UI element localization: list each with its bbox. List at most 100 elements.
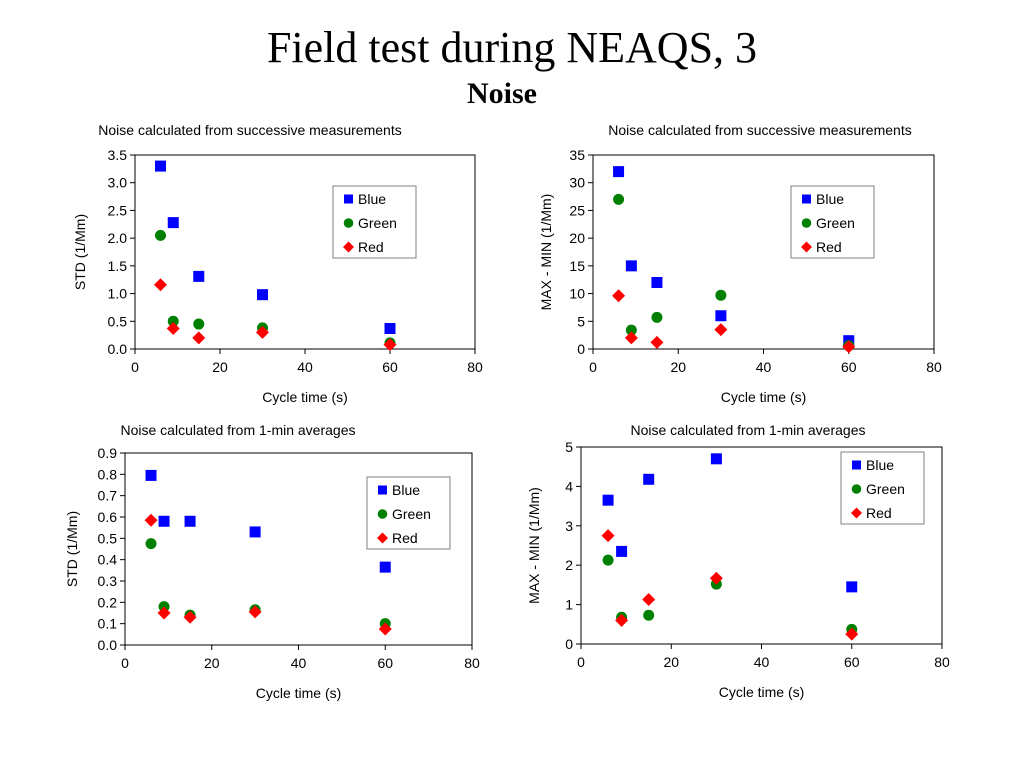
legend-marker-red — [343, 241, 354, 253]
chart-title: Noise calculated from successive measure… — [98, 122, 401, 138]
x-axis-label: Cycle time (s) — [721, 389, 807, 405]
plot-area — [592, 154, 935, 350]
y-tick-label: 3.5 — [108, 147, 128, 163]
data-point-blue — [249, 526, 261, 538]
data-point-red — [842, 340, 856, 354]
y-tick-label: 0.2 — [98, 594, 118, 610]
y-tick-label: 0 — [577, 341, 585, 357]
data-point-green — [167, 315, 179, 327]
data-point-blue — [379, 561, 391, 573]
data-point-green — [613, 193, 625, 205]
data-point-blue — [155, 160, 166, 172]
chart-title: Noise calculated from successive measure… — [608, 122, 911, 138]
data-point-red — [248, 605, 262, 619]
legend: Blue Green Red — [366, 476, 451, 550]
legend-marker-blue — [344, 194, 353, 204]
y-tick-label: 1.5 — [108, 258, 128, 274]
x-tick-label: 0 — [589, 359, 597, 375]
legend-label-red: Red — [866, 505, 892, 521]
data-point-red — [612, 289, 626, 303]
x-axis-label: Cycle time (s) — [256, 685, 342, 701]
y-tick-label: 2 — [565, 557, 573, 573]
data-point-green — [715, 289, 727, 301]
x-tick-label: 40 — [756, 359, 772, 375]
legend-label-red: Red — [392, 530, 418, 546]
data-point-blue — [613, 166, 625, 178]
data-point-green — [651, 311, 663, 323]
y-tick-label: 5 — [577, 313, 585, 329]
data-point-green — [602, 554, 614, 566]
page-subtitle: Noise — [467, 77, 537, 110]
legend-label-blue: Blue — [358, 191, 386, 207]
chart-std-successive: Noise calculated from successive measure… — [72, 122, 483, 405]
y-axis-label: MAX - MIN (1/Mm) — [538, 194, 554, 311]
data-point-blue — [193, 270, 205, 282]
data-point-red — [845, 627, 859, 641]
legend-marker-green — [851, 484, 862, 494]
data-point-red — [642, 592, 656, 606]
chart-title: Noise calculated from 1-min averages — [121, 422, 356, 438]
x-tick-label: 0 — [577, 654, 585, 670]
y-tick-label: 3 — [565, 518, 573, 534]
legend-label-green: Green — [816, 215, 855, 231]
x-tick-label: 20 — [663, 654, 679, 670]
legend-label-blue: Blue — [392, 482, 420, 498]
y-tick-label: 0.0 — [98, 637, 118, 653]
y-tick-label: 1.0 — [108, 286, 128, 302]
y-axis-label: MAX - MIN (1/Mm) — [526, 487, 542, 604]
x-tick-label: 40 — [754, 654, 770, 670]
chart-std-1min: Noise calculated from 1-min averages 0.0 0… — [64, 422, 480, 701]
data-point-green — [643, 609, 655, 621]
legend-marker-red — [801, 241, 812, 253]
y-tick-label: 0.0 — [108, 341, 128, 357]
y-tick-label: 2.5 — [108, 202, 128, 218]
series-blue — [155, 160, 396, 334]
y-tick-label: 35 — [569, 147, 585, 163]
y-tick-label: 0.5 — [108, 313, 128, 329]
data-point-red — [714, 323, 728, 337]
y-tick-label: 2.0 — [108, 230, 128, 246]
legend-marker-blue — [852, 460, 861, 470]
y-tick-label: 30 — [569, 175, 585, 191]
data-point-blue — [257, 289, 268, 301]
x-tick-label: 80 — [934, 654, 950, 670]
data-point-red — [154, 278, 167, 292]
data-point-blue — [184, 515, 196, 527]
y-tick-label: 25 — [569, 202, 585, 218]
y-axis-label: STD (1/Mm) — [64, 511, 80, 587]
legend-label-green: Green — [358, 215, 397, 231]
data-point-green — [193, 318, 205, 330]
legend-marker-red — [377, 532, 388, 544]
x-tick-label: 80 — [926, 359, 942, 375]
data-point-blue — [651, 276, 663, 288]
data-point-red — [256, 325, 269, 339]
chart-title: Noise calculated from 1-min averages — [631, 422, 866, 438]
x-tick-label: 80 — [467, 359, 483, 375]
y-tick-label: 0.8 — [98, 466, 118, 482]
legend-label-green: Green — [392, 506, 431, 522]
data-point-red — [615, 613, 629, 627]
y-tick-label: 20 — [569, 230, 585, 246]
data-point-red — [192, 331, 206, 345]
y-tick-label: 0.3 — [98, 573, 118, 589]
legend: Blue Green Red — [332, 185, 417, 259]
data-point-blue — [616, 545, 628, 557]
y-tick-label: 1 — [565, 597, 573, 613]
data-point-red — [709, 571, 723, 585]
data-point-green — [145, 538, 157, 550]
data-point-red — [383, 338, 397, 352]
chart-maxmin-successive: Noise calculated from successive measure… — [538, 122, 942, 405]
legend: Blue Green Red — [840, 451, 925, 525]
data-point-blue — [145, 469, 157, 481]
y-tick-label: 15 — [569, 258, 585, 274]
x-tick-label: 0 — [131, 359, 139, 375]
x-tick-label: 60 — [382, 359, 398, 375]
series-red — [601, 529, 859, 641]
legend-marker-blue — [378, 485, 387, 495]
data-point-red — [144, 513, 158, 527]
data-point-blue — [384, 322, 396, 334]
legend-label-blue: Blue — [866, 457, 894, 473]
y-tick-label: 0.4 — [98, 552, 118, 568]
data-point-red — [624, 331, 638, 345]
data-point-red — [157, 606, 171, 620]
